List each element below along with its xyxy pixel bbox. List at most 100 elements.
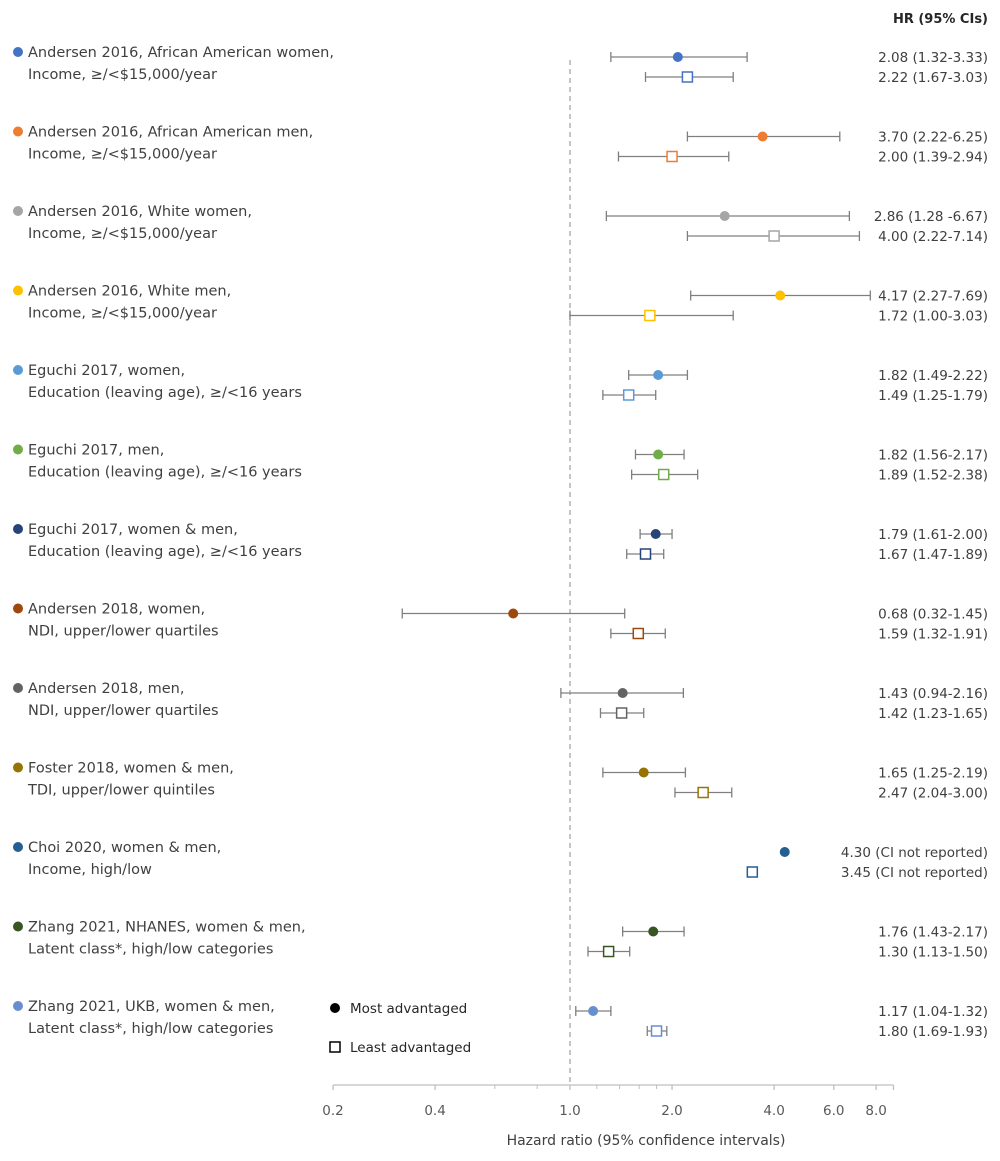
study-label-line2: Income, high/low xyxy=(28,862,152,878)
hr-most-advantaged-text: 3.70 (2.22-6.25) xyxy=(878,130,988,146)
least-advantaged-point xyxy=(657,468,670,481)
study-color-bullet-icon xyxy=(13,206,23,216)
hr-least-advantaged-text: 1.42 (1.23-1.65) xyxy=(878,706,988,722)
least-advantaged-point xyxy=(666,150,678,163)
study-color-bullet-icon xyxy=(13,683,23,693)
most-advantaged-point xyxy=(653,449,664,460)
most-advantaged-point xyxy=(757,131,768,142)
least-advantaged-point xyxy=(615,707,628,719)
x-axis-title: Hazard ratio (95% confidence intervals) xyxy=(507,1133,786,1149)
legend: Most advantaged Least advantaged xyxy=(329,1001,471,1056)
hr-least-advantaged-text: 1.89 (1.52-2.38) xyxy=(878,468,988,484)
hr-most-advantaged-text: 1.17 (1.04-1.32) xyxy=(878,1004,988,1020)
study-label-line1: Andersen 2016, African American women, xyxy=(28,45,334,61)
study-color-bullet-icon xyxy=(13,285,23,296)
x-axis: 0.2 0.4 1.0 2.0 4.0 6.0 8.0 xyxy=(322,1084,895,1119)
legend-most-advantaged-label: Most advantaged xyxy=(350,1001,467,1017)
study-label-line1: Andersen 2016, White men, xyxy=(28,284,231,300)
least-advantaged-point xyxy=(746,866,759,878)
study-label-line1: Zhang 2021, UKB, women & men, xyxy=(28,999,275,1015)
study-label-line2: Income, ≥/<$15,000/year xyxy=(28,67,217,83)
most-advantaged-point xyxy=(638,767,649,778)
study-label-line1: Eguchi 2017, men, xyxy=(28,443,164,459)
study-row: Andersen 2016, White women, Income, ≥/<$1… xyxy=(13,204,988,245)
x-tick-label: 0.4 xyxy=(424,1103,445,1119)
study-row: Andersen 2018, men, NDI, upper/lower quar… xyxy=(13,681,988,722)
study-color-bullet-icon xyxy=(13,921,23,932)
least-advantaged-point xyxy=(697,786,709,799)
study-row: Foster 2018, women & men, TDI, upper/lowe… xyxy=(13,761,988,802)
study-color-bullet-icon xyxy=(13,603,23,614)
legend-least-advantaged-marker xyxy=(329,1041,341,1053)
hr-most-advantaged-text: 1.43 (0.94-2.16) xyxy=(878,686,988,702)
study-label-line2: NDI, upper/lower quartiles xyxy=(28,703,219,719)
study-label-line2: Latent class*, high/low categories xyxy=(28,1021,273,1037)
hr-column-header: HR (95% CIs) xyxy=(893,12,988,27)
study-label-line2: Education (leaving age), ≥/<16 years xyxy=(28,385,302,401)
x-tick-label: 8.0 xyxy=(865,1103,886,1119)
study-label-line1: Andersen 2018, women, xyxy=(28,602,205,618)
most-advantaged-point xyxy=(719,211,730,221)
hr-most-advantaged-text: 2.86 (1.28 -6.67) xyxy=(874,209,988,225)
legend-most-advantaged-marker xyxy=(330,1003,340,1013)
hr-least-advantaged-text: 1.80 (1.69-1.93) xyxy=(878,1024,988,1040)
study-row: Eguchi 2017, men, Education (leaving age)… xyxy=(13,443,988,484)
study-rows: Andersen 2016, African American women, In… xyxy=(13,45,988,1040)
x-tick-label: 6.0 xyxy=(823,1103,844,1119)
study-row: Andersen 2016, African American men, Inco… xyxy=(13,125,988,166)
most-advantaged-point xyxy=(648,926,659,937)
x-tick-label: 1.0 xyxy=(559,1103,580,1119)
least-advantaged-point xyxy=(644,309,656,322)
most-advantaged-point xyxy=(779,847,790,857)
study-row: Eguchi 2017, women, Education (leaving ag… xyxy=(13,363,988,404)
most-advantaged-point xyxy=(775,290,786,301)
study-row: Zhang 2021, UKB, women & men, Latent clas… xyxy=(13,999,988,1040)
study-label-line2: Income, ≥/<$15,000/year xyxy=(28,147,217,163)
study-color-bullet-icon xyxy=(13,126,23,137)
least-advantaged-point xyxy=(602,945,615,958)
study-color-bullet-icon xyxy=(13,1001,23,1011)
hr-least-advantaged-text: 1.30 (1.13-1.50) xyxy=(878,945,988,961)
least-advantaged-point xyxy=(650,1025,663,1037)
study-color-bullet-icon xyxy=(13,47,23,57)
study-label-line2: Education (leaving age), ≥/<16 years xyxy=(28,465,302,481)
study-label-line2: Education (leaving age), ≥/<16 years xyxy=(28,544,302,560)
hr-most-advantaged-text: 4.17 (2.27-7.69) xyxy=(878,289,988,305)
least-advantaged-point xyxy=(632,627,645,640)
least-advantaged-point xyxy=(768,230,780,242)
study-color-bullet-icon xyxy=(13,762,23,773)
least-advantaged-point xyxy=(639,548,652,560)
hr-least-advantaged-text: 1.72 (1.00-3.03) xyxy=(878,309,988,325)
study-label-line2: Income, ≥/<$15,000/year xyxy=(28,306,217,322)
study-label-line2: Latent class*, high/low categories xyxy=(28,942,273,958)
hr-least-advantaged-text: 2.22 (1.67-3.03) xyxy=(878,70,988,86)
study-row: Eguchi 2017, women & men, Education (leav… xyxy=(13,522,988,563)
x-tick-label: 0.2 xyxy=(322,1103,343,1119)
hr-most-advantaged-text: 1.76 (1.43-2.17) xyxy=(878,925,988,941)
study-label-line1: Choi 2020, women & men, xyxy=(28,840,221,856)
hr-most-advantaged-text: 4.30 (CI not reported) xyxy=(841,845,988,861)
most-advantaged-point xyxy=(588,1006,599,1016)
most-advantaged-point xyxy=(653,370,664,380)
hr-most-advantaged-text: 1.82 (1.56-2.17) xyxy=(878,448,988,464)
study-row: Zhang 2021, NHANES, women & men, Latent c… xyxy=(13,920,988,961)
x-tick-label: 4.0 xyxy=(763,1103,784,1119)
study-row: Andersen 2016, African American women, In… xyxy=(13,45,988,86)
study-label-line1: Eguchi 2017, women, xyxy=(28,363,185,379)
hr-most-advantaged-text: 2.08 (1.32-3.33) xyxy=(878,50,988,66)
study-label-line2: NDI, upper/lower quartiles xyxy=(28,624,219,640)
legend-least-advantaged-label: Least advantaged xyxy=(350,1040,471,1056)
study-label-line1: Foster 2018, women & men, xyxy=(28,761,234,777)
most-advantaged-point xyxy=(672,52,683,62)
study-color-bullet-icon xyxy=(13,365,23,375)
study-color-bullet-icon xyxy=(13,524,23,534)
study-color-bullet-icon xyxy=(13,842,23,852)
hr-most-advantaged-text: 1.82 (1.49-2.22) xyxy=(878,368,988,384)
study-label-line1: Andersen 2018, men, xyxy=(28,681,184,697)
hr-least-advantaged-text: 1.67 (1.47-1.89) xyxy=(878,547,988,563)
least-advantaged-point xyxy=(681,71,694,83)
hr-most-advantaged-text: 1.79 (1.61-2.00) xyxy=(878,527,988,543)
most-advantaged-point xyxy=(617,688,628,698)
study-label-line1: Andersen 2016, African American men, xyxy=(28,125,313,141)
